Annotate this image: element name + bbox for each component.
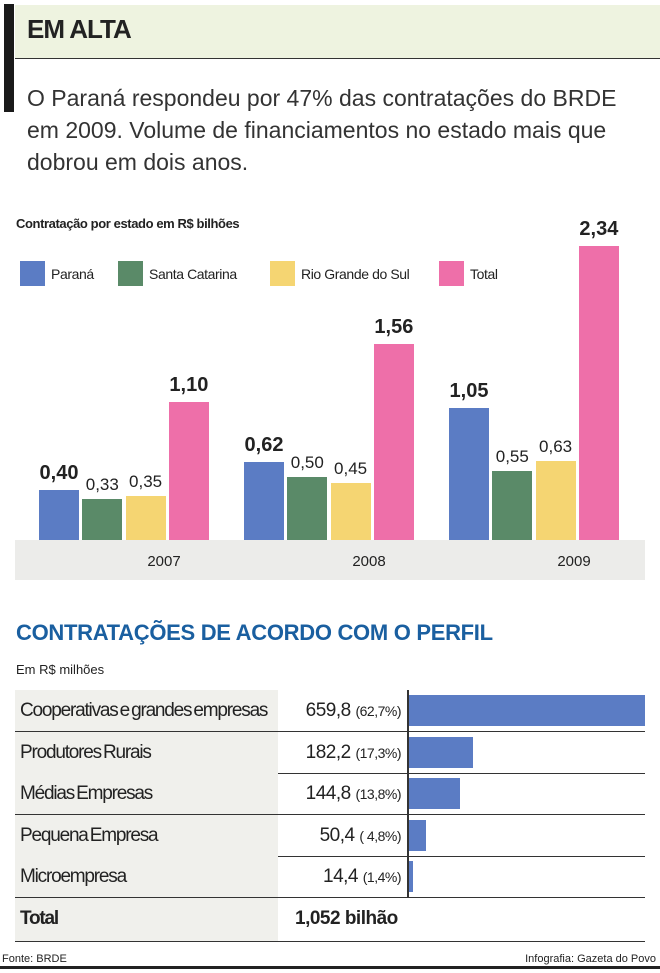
column-divider: [407, 690, 409, 898]
bar-paraná: [244, 462, 284, 540]
x-tick-label: 2007: [147, 553, 181, 570]
legend-swatch: [439, 261, 464, 286]
bar-rio-grande-do-sul: [535, 460, 576, 540]
data-label: 1,56: [374, 316, 414, 338]
percent-text: (17,3%): [355, 744, 401, 761]
bar-total: [168, 401, 209, 540]
page-title: EM ALTA: [27, 14, 132, 44]
data-label: 0,50: [290, 453, 324, 473]
bar-santa-catarina: [492, 470, 533, 540]
legend-swatch: [270, 261, 295, 286]
legend-item: Total: [439, 261, 498, 286]
table-subtitle: Em R$ milhões: [16, 662, 105, 677]
value-text: 14,4: [323, 866, 358, 887]
bar-rio-grande-do-sul: [330, 483, 371, 540]
table-row: Pequena Empresa 50,4 ( 4,8%): [15, 814, 645, 857]
legend-label: Total: [470, 265, 498, 282]
source-note: Fonte: BRDE: [2, 953, 67, 965]
row-label: Pequena Empresa: [15, 814, 278, 856]
legend-label: Paraná: [51, 265, 94, 282]
legend-item: Santa Catarina: [118, 261, 237, 286]
data-label: 2,34: [579, 218, 619, 240]
chart-title: Contratação por estado em R$ bilhões: [16, 216, 240, 231]
table-row: Microempresa 14,4 (1,4%): [15, 856, 645, 898]
legend-label: Rio Grande do Sul: [301, 265, 410, 282]
bar-rio-grande-do-sul: [125, 496, 166, 540]
row-label: Médias Empresas: [15, 773, 278, 814]
row-value: 144,8 (13,8%): [278, 773, 405, 815]
value-text: 182,2: [305, 741, 352, 763]
row-bar: [408, 695, 645, 726]
total-value: 1,052 bilhão: [295, 907, 398, 929]
table-row: Produtores Rurais 182,2 (17,3%): [15, 731, 645, 774]
percent-text: (13,8%): [355, 786, 401, 802]
table-title: CONTRATAÇÕES DE ACORDO COM O PERFIL: [16, 620, 493, 645]
value-text: 659,8: [305, 700, 352, 721]
legend-item: Paraná: [20, 261, 94, 286]
bar-santa-catarina: [82, 498, 123, 540]
bar-paraná: [449, 408, 489, 540]
value-text: 50,4: [319, 824, 355, 846]
footer-rule: [0, 966, 660, 969]
row-label: Microempresa: [15, 856, 278, 897]
total-label: Total: [15, 897, 278, 941]
header-band: [15, 5, 660, 59]
row-bar: [408, 819, 427, 851]
legend-item: Rio Grande do Sul: [270, 261, 410, 286]
bar-santa-catarina: [287, 477, 328, 540]
table-row: Cooperativas e grandes empresas 659,8 (62…: [15, 690, 645, 732]
percent-text: (62,7%): [355, 703, 401, 719]
data-label: 0,33: [85, 474, 119, 494]
intro-paragraph: O Paraná respondeu por 47% das contrataç…: [27, 85, 617, 175]
row-label: Cooperativas e grandes empresas: [15, 690, 278, 731]
row-bar: [408, 861, 414, 892]
bar-paraná: [39, 489, 79, 540]
data-label: 0,55: [495, 446, 529, 466]
accent-bar: [4, 4, 14, 112]
row-value: 50,4 ( 4,8%): [278, 815, 405, 857]
data-label: 0,40: [39, 461, 79, 484]
total-row: Total 1,052 bilhão: [15, 897, 645, 942]
data-label: 0,62: [244, 434, 284, 457]
data-label: 0,35: [129, 472, 163, 492]
percent-text: ( 4,8%): [359, 827, 401, 844]
row-bar: [408, 736, 474, 768]
row-value: 14,4 (1,4%): [278, 856, 405, 898]
row-bar: [408, 778, 460, 809]
credit-note: Infografia: Gazeta do Povo: [525, 953, 656, 965]
legend-label: Santa Catarina: [149, 265, 237, 282]
data-label: 0,45: [334, 459, 368, 479]
percent-text: (1,4%): [362, 869, 402, 885]
data-label: 1,05: [449, 380, 489, 403]
x-tick-label: 2009: [557, 553, 591, 570]
table-row: Médias Empresas 144,8 (13,8%): [15, 773, 645, 815]
row-value: 659,8 (62,7%): [278, 690, 405, 732]
x-axis-band: [15, 540, 645, 580]
bar-total: [373, 344, 414, 540]
x-tick-label: 2008: [352, 553, 386, 570]
legend-swatch: [20, 261, 45, 286]
legend-swatch: [118, 261, 143, 286]
row-value: 182,2 (17,3%): [278, 732, 405, 774]
data-label: 1,10: [169, 373, 209, 396]
bar-total: [578, 246, 619, 540]
data-label: 0,63: [539, 436, 573, 456]
value-text: 144,8: [305, 783, 352, 804]
row-label: Produtores Rurais: [15, 731, 278, 773]
